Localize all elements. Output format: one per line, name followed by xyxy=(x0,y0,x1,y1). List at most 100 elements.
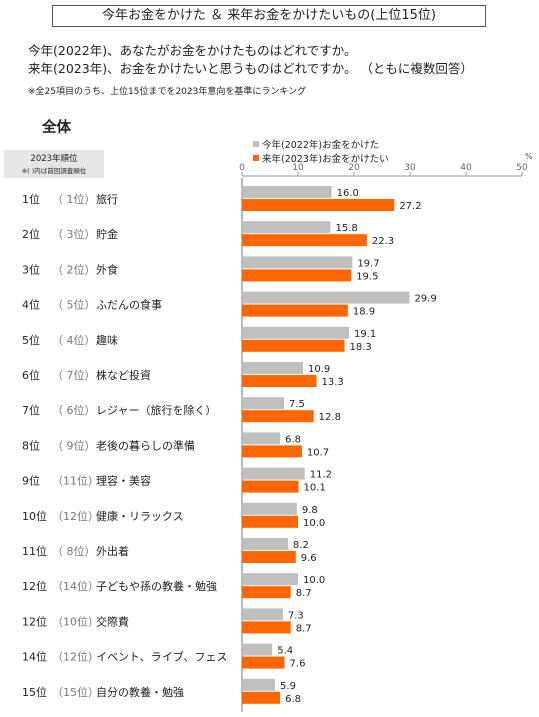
bar-2023 xyxy=(242,656,285,669)
bar-2023 xyxy=(242,515,298,528)
bar-2022 xyxy=(242,678,276,691)
bar-2023 xyxy=(242,269,352,282)
rank-header: 2023年順位 ※( )内は前回調査順位 xyxy=(4,150,104,178)
category-label: ふだんの食事 xyxy=(96,298,162,312)
previous-rank-label: （ 3位） xyxy=(52,227,96,241)
value-label-2022: 5.9 xyxy=(280,681,296,692)
category-label: 趣味 xyxy=(96,333,118,347)
bar-2022 xyxy=(242,502,297,515)
previous-rank-label: （ 2位） xyxy=(52,262,96,276)
value-label-2022: 7.3 xyxy=(288,610,304,621)
rank-header-title: 2023年順位 xyxy=(30,154,78,164)
category-label: 子どもや孫の教養・勉強 xyxy=(96,579,217,593)
bar-2023 xyxy=(242,339,345,352)
x-tick-label: 30 xyxy=(404,163,416,173)
bar-2022 xyxy=(242,538,288,550)
value-label-2023: 8.7 xyxy=(296,623,312,634)
rank-label: 14位 xyxy=(22,650,47,664)
bar-2023 xyxy=(242,480,299,493)
chart-title: 今年お金をかけた ＆ 来年お金をかけたいもの(上位15位) xyxy=(52,5,486,27)
section-title: 全体 xyxy=(42,120,71,136)
ranking-note: ※全25項目のうち、上位15位までを2023年意向を基準にランキング xyxy=(28,87,307,97)
value-label-2022: 16.0 xyxy=(337,188,359,199)
rank-label: 1位 xyxy=(22,192,40,206)
rank-label: 15位 xyxy=(22,685,47,699)
previous-rank-label: （14位） xyxy=(52,579,99,593)
category-label: 株など投資 xyxy=(96,368,151,382)
previous-rank-label: （12位） xyxy=(52,509,99,523)
value-label-2022: 19.1 xyxy=(354,329,376,340)
previous-rank-label: （ 7位） xyxy=(52,368,96,382)
value-label-2023: 10.1 xyxy=(304,483,326,494)
legend-swatch-2022 xyxy=(253,141,259,147)
rank-label: 12位 xyxy=(22,579,47,593)
bar-2022 xyxy=(242,362,304,374)
rank-label: 8位 xyxy=(22,438,40,452)
bar-2022 xyxy=(242,467,305,480)
bar-2023 xyxy=(242,621,291,634)
rank-header-note: ※( )内は前回調査順位 xyxy=(21,167,87,175)
value-label-2022: 5.4 xyxy=(277,646,293,657)
legend-swatch-2023 xyxy=(253,155,259,161)
category-label: 旅行 xyxy=(96,192,118,206)
rank-label: 12位 xyxy=(22,614,47,628)
value-label-2023: 6.8 xyxy=(285,694,301,705)
previous-rank-label: （10位） xyxy=(52,614,99,628)
value-label-2022: 8.2 xyxy=(293,540,309,551)
value-label-2022: 10.9 xyxy=(308,364,330,375)
category-label: 自分の教養・勉強 xyxy=(96,685,184,699)
bar-2023 xyxy=(242,304,348,317)
bar-2022 xyxy=(242,221,331,234)
category-label: 外出着 xyxy=(96,544,129,558)
rank-label: 11位 xyxy=(22,544,47,558)
previous-rank-label: （ 9位） xyxy=(52,438,96,452)
value-label-2022: 7.5 xyxy=(289,399,305,410)
question-2022: 今年(2022年)、あなたがお金をかけたものはどれですか。 xyxy=(28,43,357,58)
value-label-2022: 6.8 xyxy=(285,434,301,445)
previous-rank-label: （12位） xyxy=(52,650,99,664)
rank-label: 7位 xyxy=(22,403,40,417)
category-label: 健康・リラックス xyxy=(96,509,184,523)
category-label: 老後の暮らしの準備 xyxy=(96,438,195,452)
bar-2023 xyxy=(242,551,296,563)
value-label-2023: 13.3 xyxy=(321,377,343,388)
value-label-2023: 7.6 xyxy=(290,659,306,670)
bar-2022 xyxy=(242,432,281,445)
legend-label-2022: 今年(2022年)お金をかけた xyxy=(262,140,380,151)
bar-2023 xyxy=(242,234,367,247)
rank-label: 2位 xyxy=(22,227,40,241)
legend-item-2022: 今年(2022年)お金をかけた xyxy=(253,137,379,151)
bar-2022 xyxy=(242,643,273,656)
bar-2022 xyxy=(242,326,349,339)
rank-label: 10位 xyxy=(22,509,47,523)
category-label: 貯金 xyxy=(96,227,118,241)
previous-rank-label: （11位） xyxy=(52,474,99,488)
category-label: 外食 xyxy=(96,262,118,276)
value-label-2022: 15.8 xyxy=(335,223,357,234)
unit-label: % xyxy=(525,152,533,161)
value-label-2023: 22.3 xyxy=(372,236,394,247)
category-label: レジャー（旅行を除く） xyxy=(96,403,216,417)
value-label-2023: 10.0 xyxy=(303,518,325,529)
x-tick-label: 20 xyxy=(348,163,360,173)
bar-2023 xyxy=(242,410,314,423)
bar-2022 xyxy=(242,256,353,269)
x-tick-label: 40 xyxy=(460,163,472,173)
bar-2022 xyxy=(242,573,298,586)
previous-rank-label: （15位） xyxy=(52,685,99,699)
legend-item-2023: 来年(2023年)お金をかけたい xyxy=(253,151,389,165)
rank-label: 3位 xyxy=(22,262,40,276)
x-tick-label: 50 xyxy=(516,163,528,173)
value-label-2023: 12.8 xyxy=(319,412,341,423)
value-label-2023: 18.3 xyxy=(349,342,371,353)
value-label-2022: 29.9 xyxy=(414,294,436,305)
value-label-2023: 27.2 xyxy=(399,201,421,212)
previous-rank-label: （ 6位） xyxy=(52,403,96,417)
category-label: イベント、ライブ、フェス xyxy=(96,650,227,664)
rank-label: 4位 xyxy=(22,298,40,312)
bar-2022 xyxy=(242,291,410,304)
rank-label: 5位 xyxy=(22,333,40,347)
bar-2023 xyxy=(242,445,302,458)
value-label-2022: 11.2 xyxy=(310,470,332,481)
